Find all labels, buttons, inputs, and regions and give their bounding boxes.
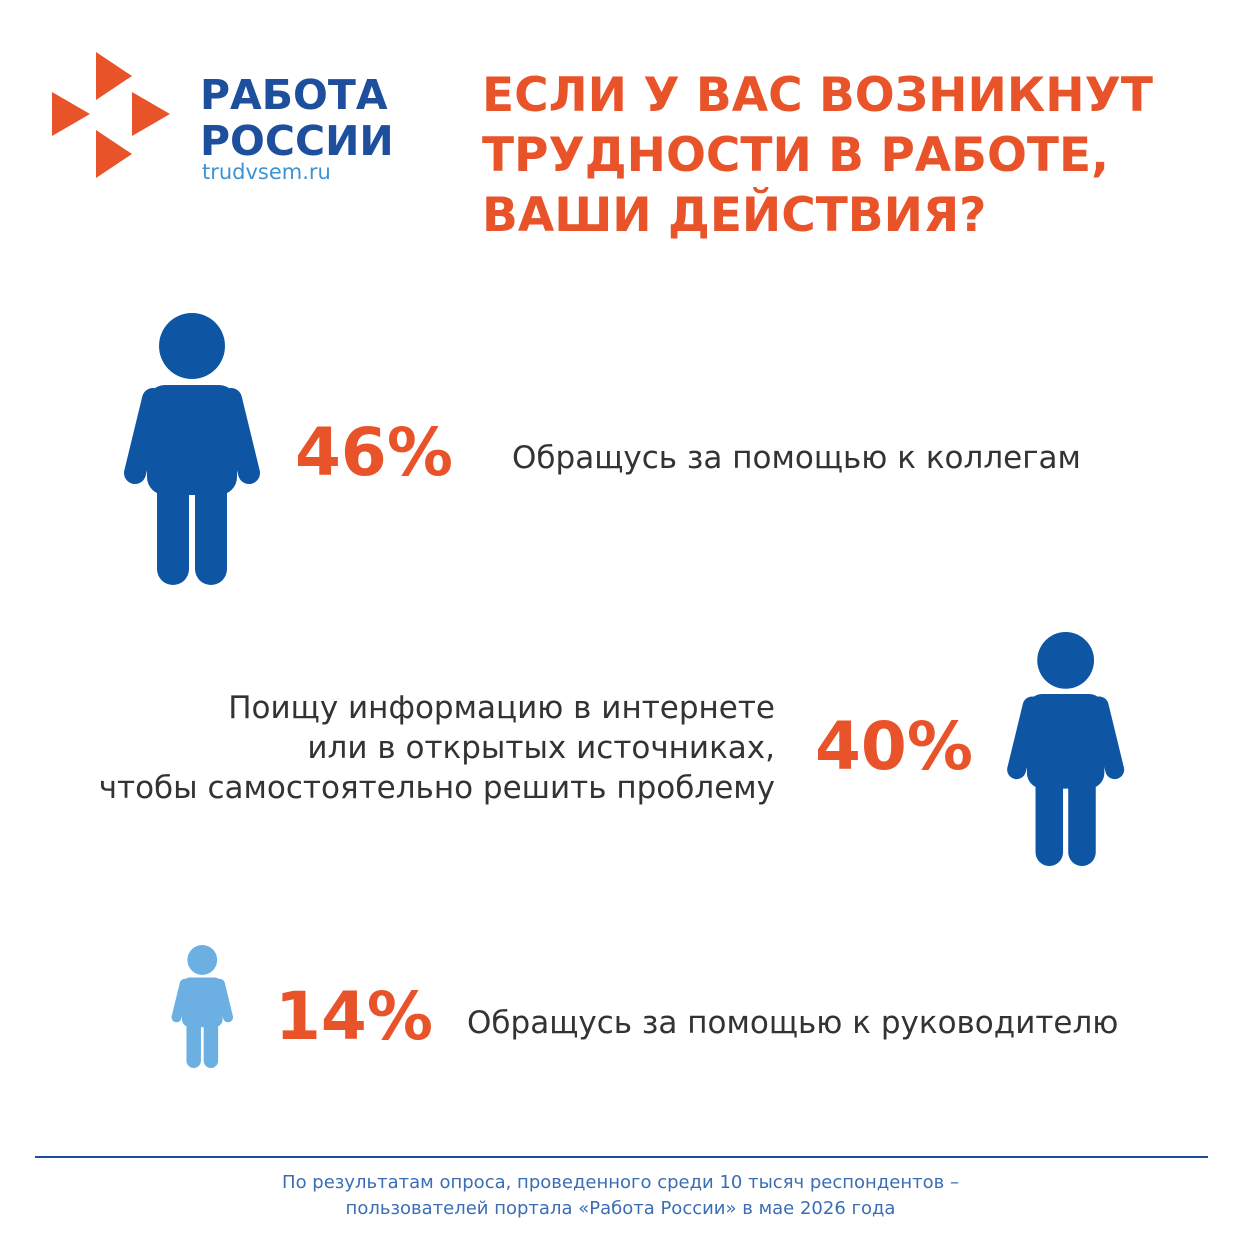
title: ЕСЛИ У ВАС ВОЗНИКНУТ ТРУДНОСТИ В РАБОТЕ,… <box>482 68 1153 243</box>
person-leg <box>186 1012 201 1068</box>
logo-text: РАБОТА <box>200 71 388 119</box>
person-arm <box>124 388 164 484</box>
footnote: По результатам опроса, проведенного сред… <box>282 1172 959 1219</box>
person-leg <box>157 463 189 585</box>
person-arm <box>220 388 260 484</box>
logo-icon <box>52 52 170 178</box>
category-label: Поищу информацию в интернете или в откры… <box>98 690 775 806</box>
person-arm <box>171 978 190 1023</box>
logo-arrow <box>96 52 132 100</box>
logo-site: trudvsem.ru <box>202 160 331 184</box>
person-icon <box>1007 632 1125 866</box>
person-leg <box>203 1012 219 1068</box>
person-icon <box>171 945 234 1068</box>
person-icon <box>124 313 260 585</box>
person-leg <box>195 463 227 585</box>
person-arm <box>214 978 234 1023</box>
category-label: Обращусь за помощью к руководителю <box>467 1005 1119 1041</box>
person-arm <box>1007 696 1042 780</box>
value-label: 46% <box>295 414 453 491</box>
person-leg <box>1068 761 1096 866</box>
logo-text: РОССИИ <box>200 117 394 165</box>
person-head <box>187 945 218 975</box>
person-leg <box>1035 761 1064 866</box>
person-head <box>159 313 225 379</box>
value-label: 40% <box>815 708 973 785</box>
person-head <box>1037 632 1095 689</box>
person-arm <box>1089 696 1125 780</box>
logo-arrow <box>52 92 90 136</box>
value-label: 14% <box>275 978 433 1055</box>
category-label: Обращусь за помощью к коллегам <box>512 440 1081 476</box>
logo-arrow <box>132 92 170 136</box>
logo-arrow <box>96 130 132 178</box>
